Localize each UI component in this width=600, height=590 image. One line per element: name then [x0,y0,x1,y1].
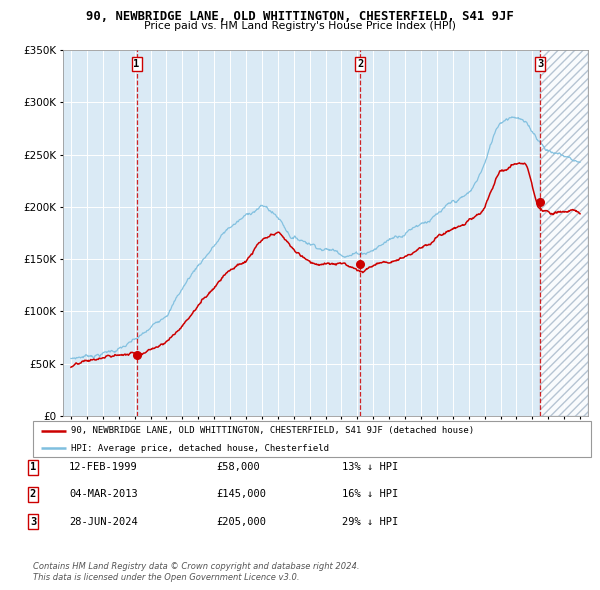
Text: £58,000: £58,000 [216,463,260,472]
Text: £145,000: £145,000 [216,490,266,499]
Text: 04-MAR-2013: 04-MAR-2013 [69,490,138,499]
Text: 3: 3 [537,59,543,69]
Bar [540,50,588,416]
Text: 16% ↓ HPI: 16% ↓ HPI [342,490,398,499]
Text: 90, NEWBRIDGE LANE, OLD WHITTINGTON, CHESTERFIELD, S41 9JF: 90, NEWBRIDGE LANE, OLD WHITTINGTON, CHE… [86,10,514,23]
Text: 2: 2 [30,490,36,499]
Text: HPI: Average price, detached house, Chesterfield: HPI: Average price, detached house, Ches… [71,444,329,453]
Text: 1: 1 [133,59,140,69]
FancyBboxPatch shape [33,421,591,457]
Text: Contains HM Land Registry data © Crown copyright and database right 2024.: Contains HM Land Registry data © Crown c… [33,562,359,571]
Text: 90, NEWBRIDGE LANE, OLD WHITTINGTON, CHESTERFIELD, S41 9JF (detached house): 90, NEWBRIDGE LANE, OLD WHITTINGTON, CHE… [71,426,474,435]
Text: 12-FEB-1999: 12-FEB-1999 [69,463,138,472]
Text: Price paid vs. HM Land Registry's House Price Index (HPI): Price paid vs. HM Land Registry's House … [144,21,456,31]
Text: 1: 1 [30,463,36,472]
Text: 13% ↓ HPI: 13% ↓ HPI [342,463,398,472]
Text: £205,000: £205,000 [216,517,266,526]
Text: 29% ↓ HPI: 29% ↓ HPI [342,517,398,526]
Text: 2: 2 [357,59,363,69]
Text: 3: 3 [30,517,36,526]
Text: This data is licensed under the Open Government Licence v3.0.: This data is licensed under the Open Gov… [33,572,299,582]
Text: 28-JUN-2024: 28-JUN-2024 [69,517,138,526]
